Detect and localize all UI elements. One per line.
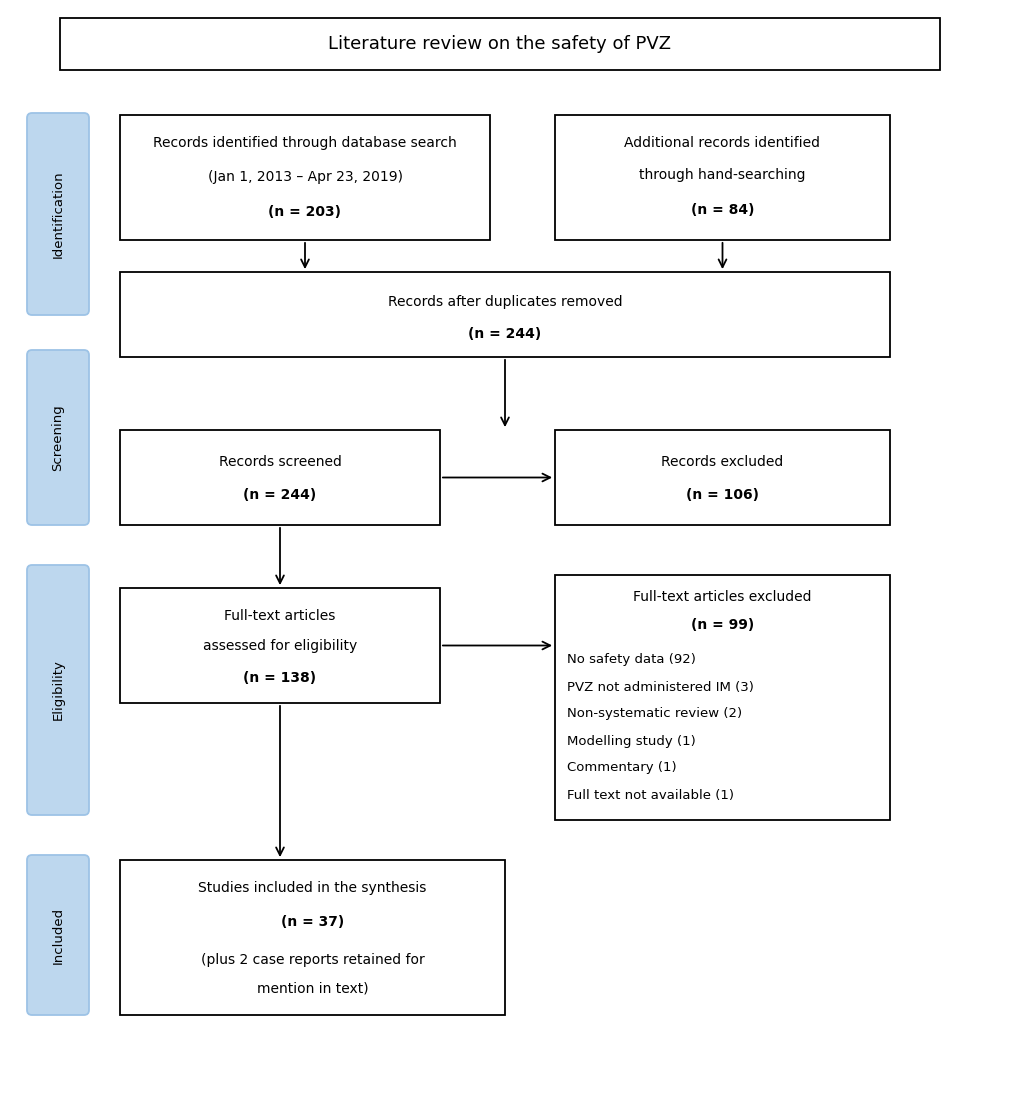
Text: Screening: Screening: [52, 404, 65, 471]
Text: Records after duplicates removed: Records after duplicates removed: [388, 295, 622, 309]
Text: (n = 138): (n = 138): [243, 671, 316, 685]
Bar: [556, 575, 890, 820]
Text: Eligibility: Eligibility: [52, 659, 65, 721]
Text: (n = 37): (n = 37): [281, 915, 344, 929]
Bar: [120, 860, 505, 1015]
FancyBboxPatch shape: [27, 113, 89, 315]
Text: (n = 106): (n = 106): [686, 488, 759, 502]
Text: No safety data (92): No safety data (92): [567, 654, 696, 667]
Text: mention in text): mention in text): [257, 981, 369, 995]
Text: (n = 203): (n = 203): [269, 205, 341, 219]
Text: Identification: Identification: [52, 170, 65, 257]
Text: Included: Included: [52, 907, 65, 964]
Bar: [60, 18, 940, 70]
Text: Additional records identified: Additional records identified: [624, 136, 820, 150]
FancyBboxPatch shape: [27, 565, 89, 815]
Text: (plus 2 case reports retained for: (plus 2 case reports retained for: [201, 953, 424, 967]
Text: (n = 99): (n = 99): [691, 618, 754, 632]
Text: Studies included in the synthesis: Studies included in the synthesis: [198, 881, 426, 895]
Text: through hand-searching: through hand-searching: [639, 168, 806, 182]
Bar: [120, 430, 440, 525]
Text: Records screened: Records screened: [218, 456, 341, 469]
Text: Literature review on the safety of PVZ: Literature review on the safety of PVZ: [328, 35, 672, 53]
Text: (n = 244): (n = 244): [469, 327, 541, 341]
Text: (n = 84): (n = 84): [691, 203, 754, 217]
Text: Full-text articles: Full-text articles: [224, 609, 335, 623]
Bar: [120, 272, 890, 357]
Text: Full text not available (1): Full text not available (1): [567, 788, 734, 802]
Text: assessed for eligibility: assessed for eligibility: [203, 639, 358, 653]
Text: (Jan 1, 2013 – Apr 23, 2019): (Jan 1, 2013 – Apr 23, 2019): [207, 170, 403, 184]
FancyBboxPatch shape: [27, 855, 89, 1015]
Bar: [120, 588, 440, 703]
Text: Full-text articles excluded: Full-text articles excluded: [633, 590, 812, 604]
Text: Records identified through database search: Records identified through database sear…: [154, 136, 457, 150]
FancyBboxPatch shape: [27, 350, 89, 525]
Bar: [120, 115, 490, 240]
Text: (n = 244): (n = 244): [243, 488, 316, 502]
Text: Records excluded: Records excluded: [662, 456, 784, 469]
Text: PVZ not administered IM (3): PVZ not administered IM (3): [567, 680, 753, 693]
Text: Modelling study (1): Modelling study (1): [567, 735, 696, 748]
Text: Commentary (1): Commentary (1): [567, 761, 677, 774]
Bar: [556, 115, 890, 240]
Text: Non-systematic review (2): Non-systematic review (2): [567, 707, 742, 721]
Bar: [556, 430, 890, 525]
